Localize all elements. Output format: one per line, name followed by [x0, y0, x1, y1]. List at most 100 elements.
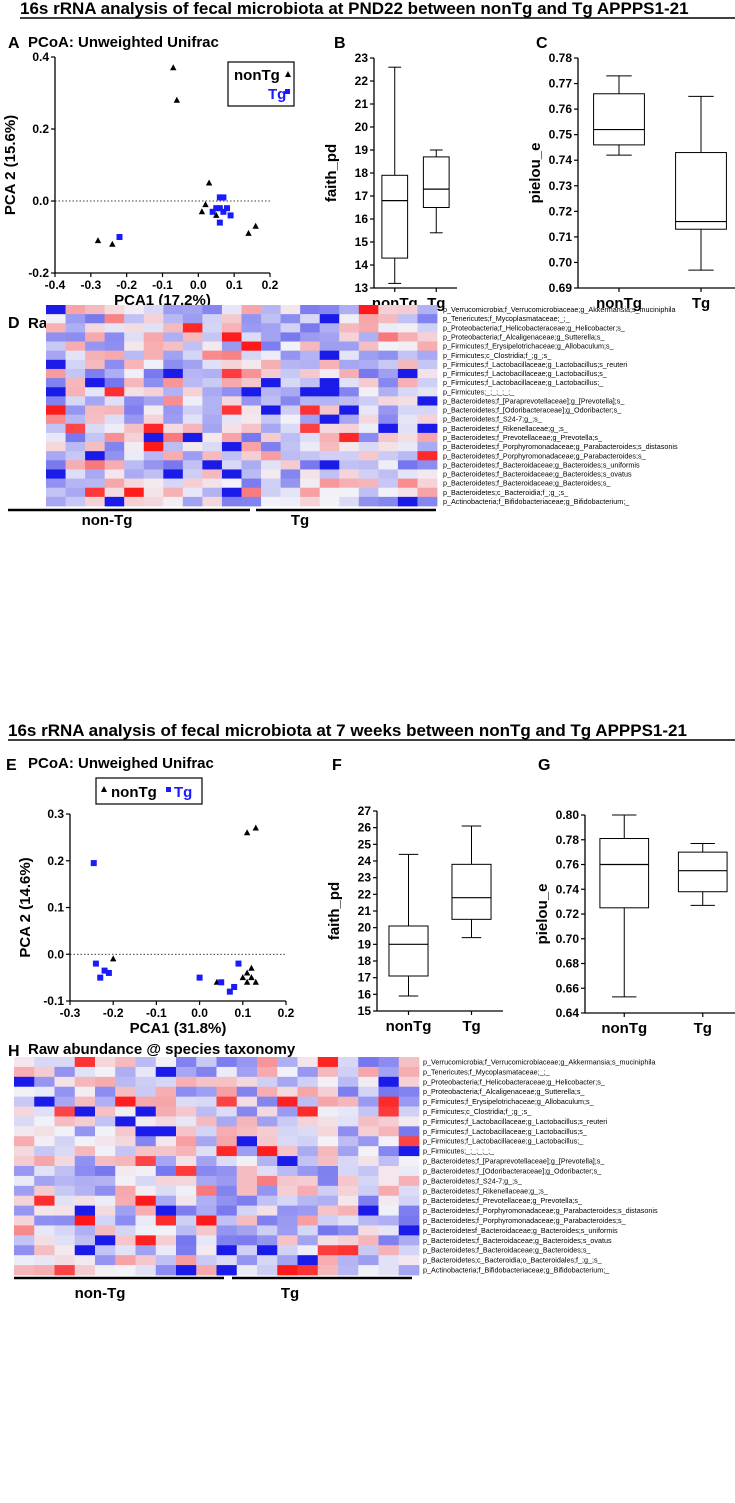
heatmap-cell [135, 1185, 157, 1197]
panel-label-G: G [538, 757, 550, 774]
heatmap-cell [124, 359, 145, 370]
heatmap-cell [280, 368, 301, 379]
heatmap-cell [257, 1175, 278, 1187]
row-label: p_Bacteroidetes;f_Prevotellaceae;g_Prevo… [443, 433, 603, 442]
heatmap-cell [124, 350, 145, 361]
heatmap-cell [34, 1225, 55, 1236]
heatmap-cell [339, 496, 360, 507]
heatmap-cell [155, 1195, 177, 1207]
heatmap-cell [54, 1265, 76, 1276]
heatmap-cell [358, 1156, 379, 1167]
heatmap-cell [297, 1146, 319, 1157]
heatmap-cell [155, 1215, 177, 1226]
heatmap-cell [202, 423, 223, 434]
heatmap-cell [338, 1096, 359, 1107]
heatmap-cell [236, 1057, 258, 1068]
heatmap-cell [34, 1156, 55, 1167]
heatmap-cell [182, 332, 203, 342]
heatmap-cell [65, 469, 86, 479]
row-label: p_Firmicutes;f_Lactobacillaceae;g_Lactob… [443, 369, 608, 378]
heatmap-cell [216, 1096, 238, 1107]
heatmap-cell [257, 1225, 278, 1236]
point-Tg [92, 960, 99, 967]
heatmap-cell [202, 359, 223, 370]
heatmap-cell [241, 350, 262, 361]
heatmap-cell [95, 1225, 116, 1236]
heatmap-cell [163, 396, 184, 406]
heatmap-cell [34, 1076, 55, 1088]
heatmap-cell [34, 1086, 55, 1098]
row-label: p_Actinobacteria;f_Bifidobacteriaceae;g_… [443, 497, 630, 506]
y-tick-label: 16 [358, 987, 372, 1001]
heatmap-cell [34, 1215, 55, 1226]
heatmap-cell [95, 1166, 116, 1177]
heatmap-cell [297, 1255, 319, 1266]
heatmap-cell [378, 460, 399, 470]
heatmap-cells-H [14, 1057, 420, 1276]
heatmap-cell [176, 1136, 197, 1147]
row-label: p_Bacteroidetes;c_Bacteroidia;f_;g_;s_ [443, 488, 569, 497]
heatmap-cell [319, 323, 340, 333]
heatmap-cells-D [46, 305, 438, 507]
heatmap-cell [300, 432, 321, 443]
heatmap-cell [14, 1146, 35, 1157]
heatmap-cell [241, 332, 262, 342]
heatmap-cell [417, 442, 438, 452]
heatmap-cell [378, 314, 399, 324]
heatmap-cell [176, 1066, 197, 1078]
heatmap-cell [397, 414, 418, 425]
heatmap-cell [74, 1116, 96, 1127]
heatmap-cell [417, 496, 438, 507]
point-Tg [209, 208, 216, 215]
heatmap-cell [85, 460, 106, 470]
heatmap-cell [143, 432, 164, 443]
heatmap-cell [378, 1156, 400, 1167]
point-Tg [235, 960, 242, 967]
heatmap-cell [124, 487, 145, 498]
heatmap-cell [85, 368, 106, 379]
box-Tg [451, 825, 492, 939]
heatmap-cell [115, 1156, 136, 1167]
heatmap-cell [319, 305, 340, 315]
heatmap-cell [417, 451, 438, 461]
box-iqr [422, 156, 450, 208]
heatmap-cell [34, 1057, 55, 1068]
heatmap-cell [34, 1146, 55, 1157]
heatmap-cell [182, 378, 203, 388]
heatmap-cell [257, 1057, 278, 1068]
heatmap-cell [163, 423, 184, 434]
heatmap-cell [135, 1225, 157, 1236]
heatmap-cell [338, 1265, 359, 1276]
heatmap-cell [398, 1235, 420, 1246]
heatmap-cell [397, 368, 418, 379]
heatmap-cell [417, 469, 438, 479]
heatmap-cell [104, 423, 125, 434]
heatmap-cell [280, 478, 301, 489]
x-tick-label: -0.1 [146, 1006, 167, 1020]
row-label: p_Firmicutes;f_Lactobacillaceae;g_Lactob… [443, 378, 604, 387]
point-nonTg [198, 208, 206, 215]
heatmap-cell [65, 378, 86, 388]
heatmap-cell [236, 1166, 258, 1177]
heatmap-cell [280, 469, 301, 479]
x-axis-label-E: PCA1 (31.8%) [130, 1020, 227, 1037]
box-iqr [451, 863, 492, 920]
section2-title: 16s rRNA analysis of fecal microbiota at… [8, 721, 687, 740]
heatmap-cell [124, 478, 145, 489]
heatmap-cell [221, 478, 242, 489]
heatmap-cell [124, 423, 145, 434]
heatmap-cell [358, 1166, 379, 1177]
point-nonTg [202, 201, 209, 208]
heatmap-cell [54, 1106, 76, 1117]
heatmap-cell [378, 323, 399, 333]
heatmap-cell [277, 1265, 298, 1276]
heatmap-cell [176, 1235, 197, 1246]
heatmap-cell [261, 469, 281, 479]
heatmap-cell [378, 1146, 400, 1157]
heatmap-cell [378, 1166, 400, 1177]
heatmap-cell [319, 496, 340, 507]
heatmap-cell [54, 1126, 76, 1137]
y-tick-label: 22 [358, 887, 372, 901]
heatmap-cell [202, 396, 223, 406]
row-label: p_Bacteroidetes;f_Bacteroidaceae;g_Bacte… [443, 479, 611, 488]
